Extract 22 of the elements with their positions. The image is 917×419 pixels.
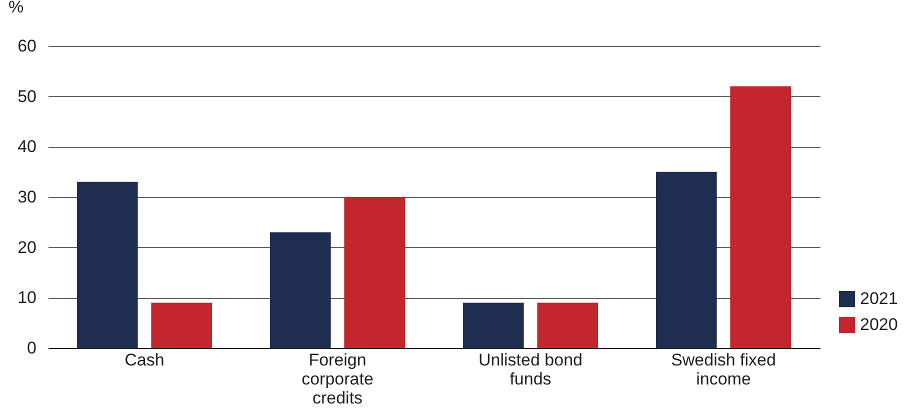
bar [537,302,598,348]
y-tick-label: 50 [18,86,36,106]
y-tick-label: 30 [18,188,36,206]
y-tick-label: 20 [18,238,36,257]
y-tick-label: 0 [27,338,36,358]
x-tick-label: Swedish fixed income [671,350,776,388]
legend-label: 2020 [860,315,898,334]
bar [76,182,138,348]
bar [270,232,331,348]
y-axis-title: % [8,0,24,16]
y-tick-label: 10 [18,288,36,308]
legend-label: 2021 [860,289,898,308]
bar [344,197,406,348]
bar [656,172,717,348]
bar [462,302,524,348]
x-tick-label: Unlisted bond funds [478,350,582,388]
x-tick-label: Foreign corporate credits [302,350,374,408]
bar [151,302,212,348]
bar [730,86,792,348]
y-tick-label: 40 [18,137,36,156]
x-tick-label: Cash [124,350,164,370]
y-tick-label: 60 [18,36,36,56]
